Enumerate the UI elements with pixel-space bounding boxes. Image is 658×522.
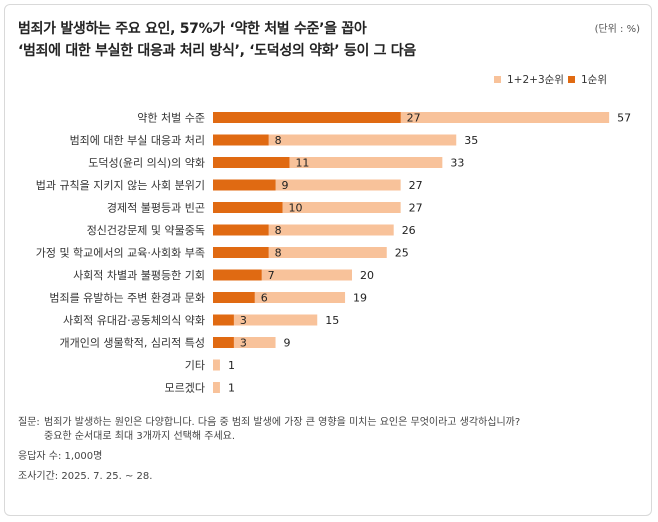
category-label: 개개인의 생물학적, 심리적 특성: [59, 337, 205, 350]
category-label: 법과 규칙을 지키지 않는 사회 분위기: [36, 179, 205, 192]
bar-rank123: [213, 179, 401, 191]
value-label-rank1: 11: [295, 157, 309, 170]
legend-swatch-rank1: [568, 76, 575, 83]
value-label-rank123: 27: [409, 179, 423, 192]
bar-rank1: [213, 269, 262, 281]
category-label: 경제적 불평등과 빈곤: [107, 202, 205, 215]
bar-rank1: [213, 224, 269, 236]
bar-rank123: [213, 292, 346, 303]
value-label-rank1: 27: [407, 112, 421, 125]
category-label: 범죄를 유발하는 주변 환경과 문화: [49, 291, 205, 305]
value-label-rank1: 3: [240, 337, 247, 350]
value-label-rank1: 9: [282, 179, 289, 192]
value-label-rank1: 7: [268, 269, 275, 282]
question-line2: 중요한 순서대로 최대 3개까지 선택해 주세요.: [44, 431, 236, 442]
bar-rank1: [213, 337, 234, 348]
legend-label-rank123: 1+2+3순위: [507, 74, 564, 86]
bar-rank123: [213, 269, 352, 281]
value-label-rank123: 9: [284, 337, 291, 350]
bar-rank123: [213, 112, 610, 123]
bar-rank1: [213, 134, 269, 146]
value-label-rank123: 1: [228, 359, 235, 372]
bar-rank123: [213, 359, 220, 371]
legend-label-rank1: 1순위: [581, 74, 608, 86]
bar-rank123: [213, 247, 387, 258]
bar-rank1: [213, 157, 290, 168]
category-label: 가정 및 학교에서의 교육·사회화 부족: [36, 247, 205, 260]
value-label-rank123: 25: [395, 247, 409, 260]
chart-title-line1: 범죄가 발생하는 주요 요인, 57%가 ‘약한 처벌 수준’을 꼽아: [18, 21, 367, 37]
value-label-rank123: 1: [228, 382, 235, 395]
legend-item-rank123: 1+2+3순위: [494, 72, 564, 87]
bar-rank1: [213, 112, 401, 123]
category-label: 범죄에 대한 부실 대응과 처리: [70, 134, 205, 147]
value-label-rank123: 27: [409, 202, 423, 215]
chart-card: [4, 4, 652, 516]
value-label-rank1: 8: [275, 134, 282, 147]
bar-rank123: [213, 157, 443, 168]
category-label: 기타: [185, 359, 205, 372]
bar-rank1: [213, 202, 283, 213]
bar-rank1: [213, 247, 269, 258]
bar-rank123: [213, 134, 457, 146]
value-label-rank123: 20: [360, 269, 374, 282]
category-label: 사회적 유대감·공동체의식 약화: [63, 313, 205, 327]
value-label-rank123: 15: [325, 314, 339, 327]
value-label-rank123: 33: [450, 157, 464, 170]
value-label-rank123: 57: [617, 112, 631, 125]
question-line1: 범죄가 발생하는 원인은 다양합니다. 다음 중 범죄 발생에 가장 큰 영향을…: [44, 417, 521, 428]
unit-label: (단위 : %): [594, 24, 640, 35]
value-label-rank1: 8: [275, 224, 282, 237]
bar-rank123: [213, 202, 401, 213]
survey-period: 조사기간: 2025. 7. 25. ~ 28.: [18, 471, 153, 482]
survey-notes: 질문: 범죄가 발생하는 원인은 다양합니다. 다음 중 범죄 발생에 가장 큰…: [18, 416, 520, 484]
value-label-rank123: 19: [353, 292, 367, 305]
category-label: 사회적 차별과 불평등한 기회: [73, 269, 205, 282]
category-label: 약한 처벌 수준: [137, 111, 205, 125]
bar-rank1: [213, 292, 255, 303]
value-label-rank123: 26: [402, 224, 416, 237]
chart-title-line2: ‘범죄에 대한 부실한 대응과 처리 방식’, ‘도덕성의 약화’ 등이 그 다…: [18, 43, 416, 59]
bar-rank123: [213, 314, 318, 326]
respondents-count: 응답자 수: 1,000명: [18, 451, 103, 462]
category-label: 모르겠다: [165, 382, 205, 395]
bar-rank123: [213, 224, 394, 236]
bar-rank123: [213, 382, 220, 393]
bar-rank123: [213, 337, 276, 348]
value-label-rank123: 35: [464, 134, 478, 147]
value-label-rank1: 10: [289, 202, 303, 215]
legend-swatch-rank123: [494, 76, 501, 83]
category-label: 도덕성(윤리 의식)의 약화: [88, 156, 205, 170]
question-label: 질문:: [18, 417, 40, 428]
category-label: 정신건강문제 및 약물중독: [87, 223, 205, 237]
value-label-rank1: 8: [275, 247, 282, 260]
bar-rank1: [213, 314, 234, 326]
value-label-rank1: 6: [261, 292, 268, 305]
bar-rank1: [213, 179, 276, 191]
legend-item-rank1: 1순위: [568, 72, 607, 87]
value-label-rank1: 3: [240, 314, 247, 327]
